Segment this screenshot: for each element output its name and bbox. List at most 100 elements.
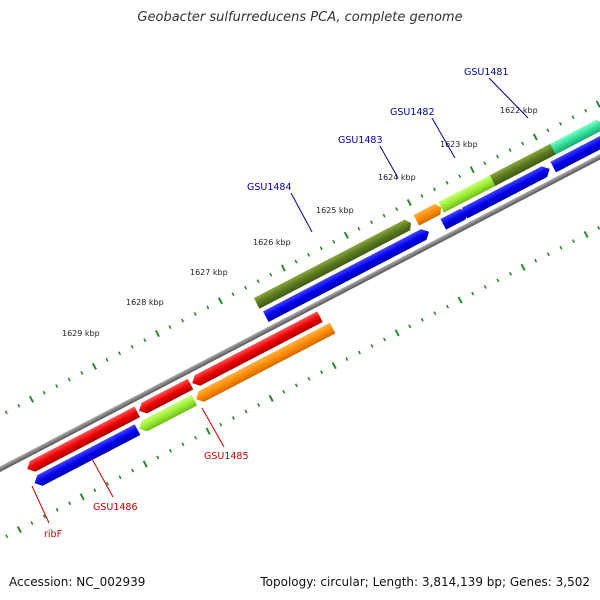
scale-tick <box>130 344 134 349</box>
genome-backbone <box>0 141 600 479</box>
leader-gsu1485 <box>201 407 225 448</box>
scale-tick <box>282 389 286 394</box>
scale-tick <box>583 230 589 239</box>
scale-tick <box>571 239 576 243</box>
scale-tick <box>231 416 235 420</box>
gene-forward-blue-4[interactable] <box>550 125 600 173</box>
gene-ribf[interactable] <box>24 406 140 474</box>
gene-gsu1484[interactable] <box>253 218 414 309</box>
gene-leader-lines <box>31 77 529 524</box>
scale-tick <box>181 442 185 447</box>
gene-red-3[interactable] <box>189 311 323 388</box>
scale-tick <box>118 475 122 480</box>
scale-tick <box>534 258 538 263</box>
scale-tick <box>420 194 424 198</box>
scale-labels: 1622 kbp 1623 kbp 1624 kbp 1625 kbp 1626… <box>62 106 538 338</box>
scale-tick <box>105 357 109 362</box>
inner-tick-ring <box>5 226 600 539</box>
scale-tick <box>217 297 223 305</box>
leader-gsu1484 <box>290 192 313 233</box>
scale-tick <box>269 272 273 277</box>
scale-tick <box>521 141 525 146</box>
scale-tick <box>343 231 349 239</box>
scale-tick <box>28 395 34 403</box>
scale-tick <box>80 371 84 375</box>
gene-gsu1482b[interactable] <box>489 142 559 186</box>
scale-tick <box>458 174 462 179</box>
scale-tick <box>118 351 122 356</box>
scale-tick <box>143 338 147 343</box>
scale-tick <box>357 350 361 355</box>
scale-tick <box>319 246 323 251</box>
scale-label: 1625 kbp <box>316 206 354 215</box>
scale-tick <box>520 263 526 271</box>
scale-tick <box>495 154 500 159</box>
scale-tick <box>294 383 298 388</box>
scale-tick <box>268 394 274 402</box>
scale-tick <box>142 460 148 468</box>
gene-label-gsu1484[interactable]: GSU1484 <box>247 182 292 193</box>
scale-tick <box>508 271 513 276</box>
scale-tick <box>307 376 311 381</box>
gene-forward-blue-2[interactable] <box>440 206 470 230</box>
gene-label-gsu1485[interactable]: GSU1485 <box>204 451 249 462</box>
scale-tick <box>244 285 248 290</box>
scale-label: 1624 kbp <box>378 173 416 182</box>
scale-tick <box>181 318 185 323</box>
gene-label-gsu1486[interactable]: GSU1486 <box>93 502 138 513</box>
scale-tick <box>370 344 374 348</box>
scale-tick <box>156 455 160 460</box>
scale-tick <box>331 362 337 370</box>
scale-tick <box>471 291 475 296</box>
gene-label-gsu1483[interactable]: GSU1483 <box>338 135 383 146</box>
scale-tick <box>546 252 550 257</box>
gene-gsu1485[interactable] <box>193 322 336 405</box>
gene-label-ribf[interactable]: ribF <box>44 529 62 540</box>
scale-tick <box>382 337 387 342</box>
scale-tick <box>68 501 72 506</box>
scale-tick <box>508 148 512 152</box>
scale-tick <box>307 253 311 257</box>
scale-tick <box>105 481 110 486</box>
scale-tick <box>55 384 59 388</box>
scale-tick <box>571 115 575 120</box>
scale-label: 1629 kbp <box>62 329 100 338</box>
feature-lanes <box>0 118 600 488</box>
gene-reverse-blue[interactable] <box>32 424 141 488</box>
scale-tick <box>406 198 412 207</box>
gene-forward-blue-3[interactable] <box>461 164 553 219</box>
scale-tick <box>546 128 550 133</box>
scale-tick <box>4 410 8 415</box>
scale-tick <box>168 325 172 329</box>
scale-tick <box>332 239 336 244</box>
scale-tick <box>91 362 97 370</box>
gene-gsu1481[interactable] <box>550 118 600 155</box>
scale-tick <box>433 311 437 316</box>
gene-label-gsu1481[interactable]: GSU1481 <box>464 67 509 78</box>
scale-tick <box>280 264 286 272</box>
scale-tick <box>219 422 223 427</box>
gene-forward-blue-1[interactable] <box>263 226 432 322</box>
scale-tick <box>131 468 135 473</box>
scale-tick <box>408 324 412 329</box>
scale-tick <box>42 514 47 519</box>
scale-tick <box>420 317 424 322</box>
gene-gsu1486[interactable] <box>137 394 198 434</box>
gene-label-gsu1482[interactable]: GSU1482 <box>390 107 435 118</box>
scale-tick <box>154 330 160 338</box>
scale-tick <box>584 108 588 113</box>
scale-label: 1627 kbp <box>190 268 228 277</box>
gene-red-2[interactable] <box>136 378 194 416</box>
scale-tick <box>5 534 9 539</box>
leader-gsu1481 <box>488 77 529 119</box>
scale-tick <box>320 370 324 375</box>
scale-tick <box>42 390 46 395</box>
scale-tick <box>382 213 386 218</box>
scale-tick <box>93 488 97 493</box>
gene-gsu1483[interactable] <box>413 202 444 226</box>
gene-gsu1482[interactable] <box>438 172 500 213</box>
outer-tick-ring <box>4 100 600 415</box>
scale-tick <box>206 305 210 310</box>
scale-label: 1622 kbp <box>500 106 538 115</box>
scale-label: 1626 kbp <box>253 238 291 247</box>
